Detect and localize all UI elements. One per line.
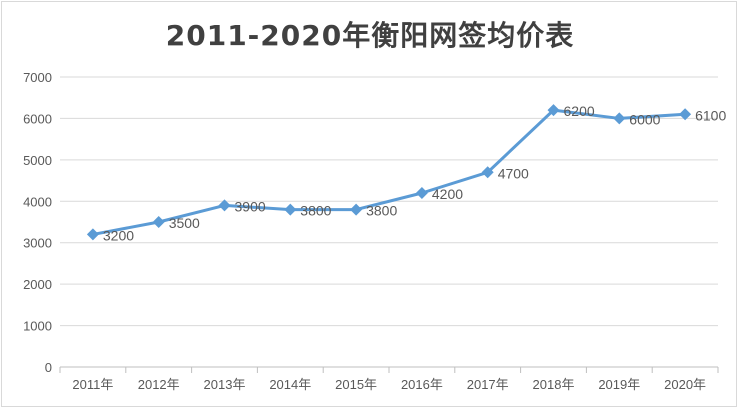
axes (59, 366, 719, 373)
y-tick-label: 7000 (23, 70, 52, 85)
x-tick-label: 2020年 (664, 377, 706, 392)
series-line (92, 108, 686, 236)
y-tick-label: 0 (45, 360, 52, 375)
data-labels: 3200 3500 3900 3800 3800 4200 4700 6200 6000 6100 (103, 103, 727, 243)
data-label: 3800 (300, 203, 331, 219)
data-label: 6000 (629, 111, 660, 127)
data-point-marker (613, 112, 626, 125)
data-label: 3200 (103, 227, 134, 243)
x-tick-label: 2011年 (72, 377, 113, 392)
data-point-marker (481, 166, 494, 179)
y-tick-label: 5000 (23, 153, 52, 168)
data-point-marker (415, 187, 428, 199)
chart-title: 2011-2020年衡阳网签均价表 (165, 19, 575, 52)
data-label: 4200 (432, 186, 463, 202)
data-label: 6100 (695, 107, 726, 123)
data-points (86, 104, 692, 241)
y-tick-labels: 0 1000 2000 3000 4000 5000 6000 7000 (23, 70, 52, 375)
y-tick-label: 4000 (23, 194, 52, 209)
data-point-marker (547, 104, 560, 117)
y-tick-label: 2000 (23, 277, 52, 292)
data-point-marker (679, 108, 692, 121)
x-tick-label: 2012年 (138, 377, 180, 392)
y-tick-label: 6000 (23, 111, 52, 126)
data-point-marker (86, 228, 99, 241)
x-tick-label: 2016年 (401, 377, 443, 392)
data-point-marker (350, 203, 363, 216)
x-tick-label: 2019年 (598, 377, 640, 392)
y-tick-label: 1000 (23, 319, 52, 334)
y-tick-label: 3000 (23, 236, 52, 251)
x-tick-label: 2017年 (467, 377, 509, 392)
data-label: 4700 (498, 165, 529, 181)
data-point-marker (218, 199, 231, 212)
x-tick-label: 2015年 (335, 377, 377, 392)
x-tick-label: 2014年 (269, 377, 311, 392)
data-label: 3900 (235, 198, 266, 214)
x-tick-label: 2018年 (533, 377, 575, 392)
data-point-marker (284, 203, 297, 216)
data-label: 3800 (366, 203, 397, 219)
data-point-marker (152, 216, 165, 228)
series-line-path (92, 108, 686, 236)
data-label: 6200 (564, 103, 595, 119)
x-tick-labels: 2011年 2012年 2013年 2014年 2015年 2016年 2017年 2018年… (72, 377, 706, 392)
x-tick-label: 2013年 (204, 377, 246, 392)
data-label: 3500 (169, 215, 200, 231)
